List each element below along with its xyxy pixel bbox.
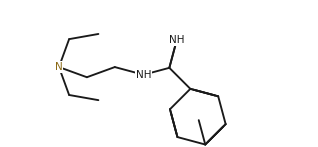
Text: N: N [55, 62, 63, 72]
Text: NH: NH [136, 70, 151, 80]
Text: NH: NH [169, 35, 184, 45]
